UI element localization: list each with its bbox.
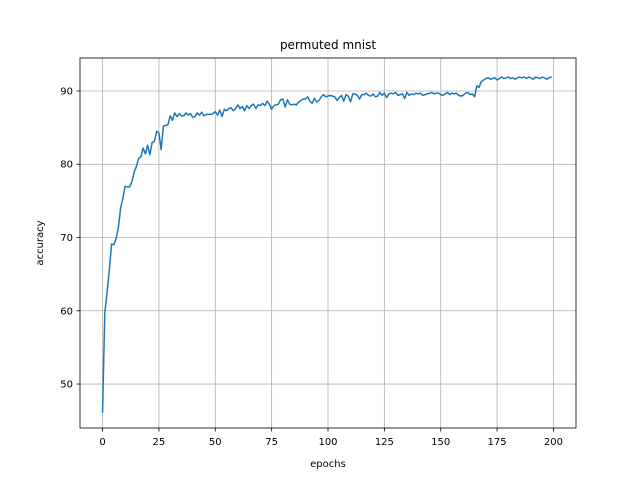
x-tick-label: 150 [431, 437, 450, 448]
chart-title: permuted mnist [280, 38, 376, 52]
y-axis-label: accuracy [35, 220, 46, 265]
x-tick-label: 200 [544, 437, 563, 448]
x-tick-label: 175 [488, 437, 507, 448]
y-tick-label: 90 [60, 86, 73, 97]
y-tick-label: 80 [60, 160, 73, 171]
y-tick-label: 50 [60, 380, 73, 391]
x-tick-label: 125 [375, 437, 394, 448]
y-tick-label: 60 [60, 306, 73, 317]
y-tick-label: 70 [60, 233, 73, 244]
x-tick-label: 75 [265, 437, 278, 448]
axis-ticks: 0 25 50 75 100 125 150 175 200 50 60 70 80 90 [60, 86, 563, 448]
x-axis-label: epochs [310, 459, 346, 470]
x-tick-label: 0 [99, 437, 105, 448]
x-tick-label: 50 [209, 437, 222, 448]
x-tick-label: 25 [153, 437, 166, 448]
series-line [101, 76, 553, 413]
x-tick-label: 100 [318, 437, 337, 448]
series-layer [101, 76, 553, 413]
grid-lines [80, 58, 576, 428]
